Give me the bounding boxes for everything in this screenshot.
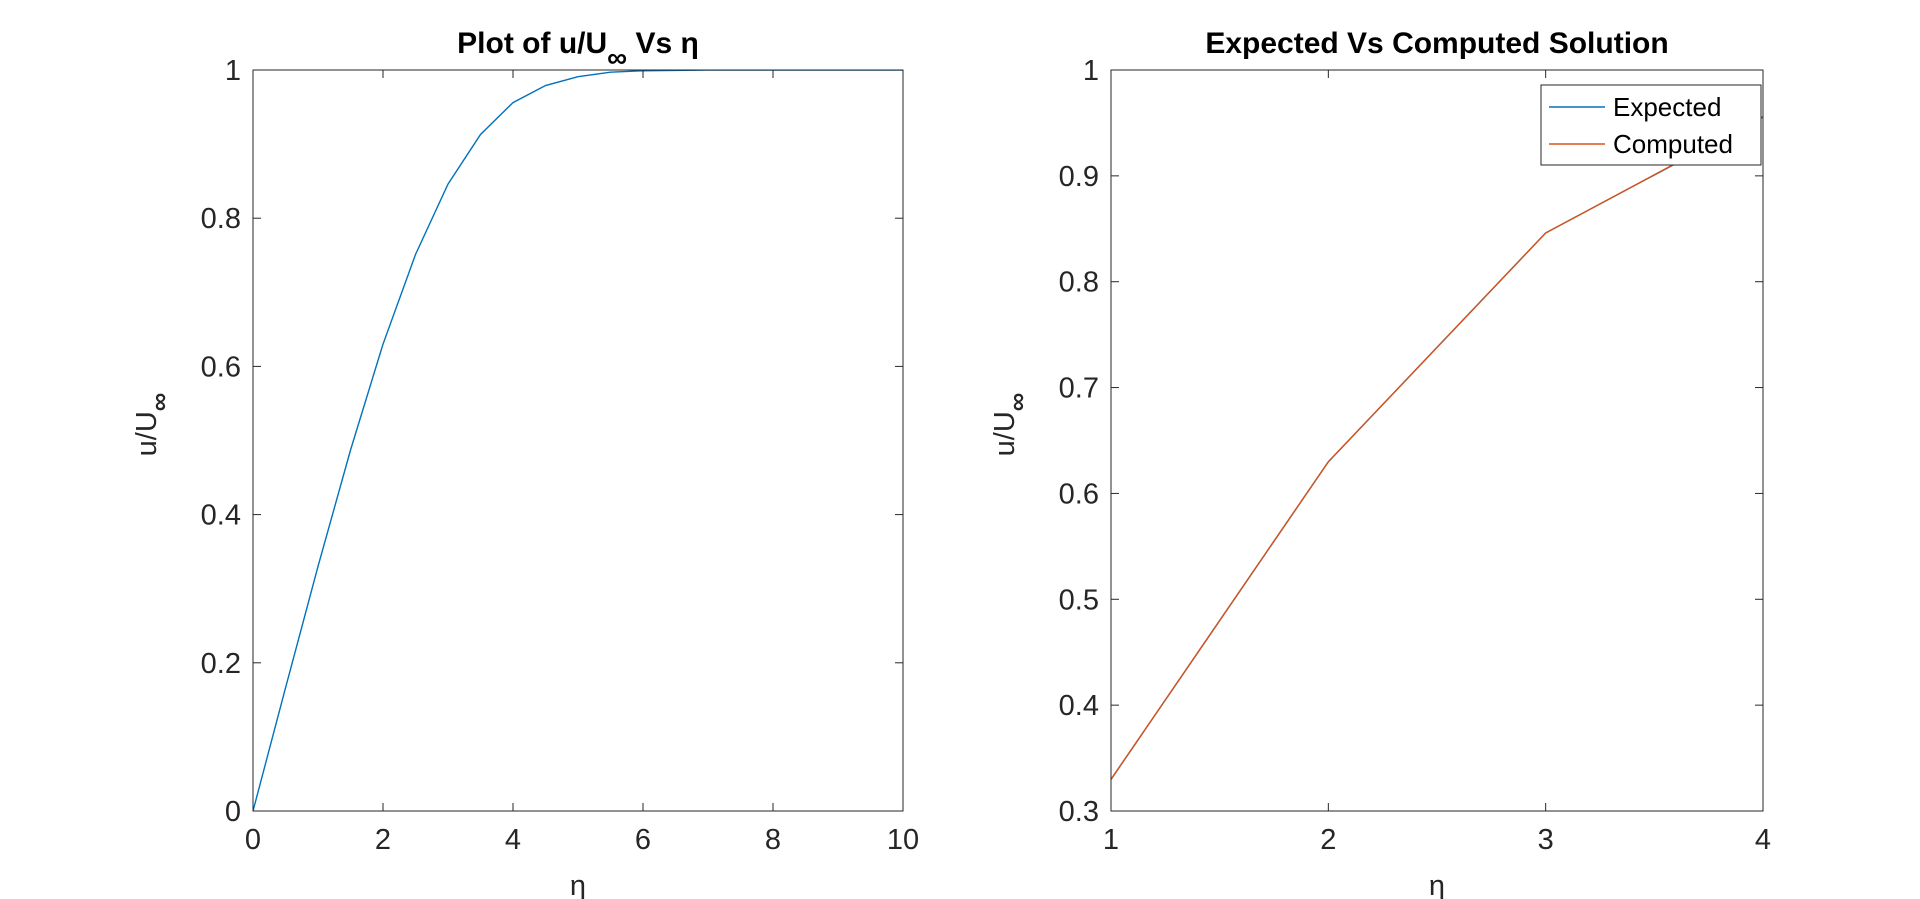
x-tick-label: 3 bbox=[1538, 824, 1554, 856]
x-tick-label: 1 bbox=[1103, 824, 1119, 856]
y-tick-label: 0.6 bbox=[201, 351, 241, 383]
legend-label-computed: Computed bbox=[1613, 129, 1733, 159]
x-tick-label: 6 bbox=[635, 824, 651, 856]
y-tick-label: 0 bbox=[225, 796, 241, 828]
y-tick-label: 0.7 bbox=[1059, 373, 1099, 405]
legend-label-expected: Expected bbox=[1613, 92, 1721, 122]
y-tick-label: 0.6 bbox=[1059, 478, 1099, 510]
chart-1: 0 2 4 6 8 10 0 0.2 0.4 0.6 0.8 1 η u/U∞ Plot of u/U∞ V… bbox=[131, 27, 919, 899]
x-tick-label: 2 bbox=[1320, 824, 1336, 856]
legend-box bbox=[1540, 84, 1762, 166]
axes-box bbox=[1110, 69, 1764, 812]
series-line-1 bbox=[253, 70, 903, 811]
plot-area bbox=[1111, 70, 1763, 811]
x-axis-label: η bbox=[570, 870, 586, 899]
y-tick-label: 0.8 bbox=[201, 203, 241, 235]
y-tick-label: 0.2 bbox=[201, 648, 241, 680]
axes-box bbox=[252, 69, 904, 812]
x-axis-label: η bbox=[1429, 870, 1445, 899]
y-axis-label: u/U∞ bbox=[131, 393, 174, 457]
x-tick-label: 4 bbox=[1755, 824, 1771, 856]
chart-2: 1 2 3 4 0.3 0.4 0.5 0.6 0.7 0.8 0.9 1 η u/U∞ Expected … bbox=[989, 27, 1771, 899]
y-tick-label: 0.3 bbox=[1059, 796, 1099, 828]
chart-title: Expected Vs Computed Solution bbox=[1205, 27, 1668, 60]
x-tick-label: 10 bbox=[887, 824, 919, 856]
x-tick-label: 2 bbox=[375, 824, 391, 856]
plot-area bbox=[253, 70, 903, 811]
y-tick-label: 1 bbox=[225, 55, 241, 87]
x-tick-label: 8 bbox=[765, 824, 781, 856]
x-tick-label: 4 bbox=[505, 824, 521, 856]
y-tick-label: 0.9 bbox=[1059, 161, 1099, 193]
y-tick-label: 1 bbox=[1083, 55, 1099, 87]
chart-title: Plot of u/U∞ Vs η bbox=[457, 27, 699, 73]
y-tick-label: 0.5 bbox=[1059, 584, 1099, 616]
y-tick-label: 0.8 bbox=[1059, 267, 1099, 299]
y-axis-label: u/U∞ bbox=[989, 393, 1032, 457]
y-tick-label: 0.4 bbox=[1059, 690, 1099, 722]
y-tick-label: 0.4 bbox=[201, 500, 241, 532]
legend: Expected Computed bbox=[1540, 84, 1762, 166]
series-line-computed bbox=[1111, 115, 1763, 780]
x-tick-label: 0 bbox=[245, 824, 261, 856]
